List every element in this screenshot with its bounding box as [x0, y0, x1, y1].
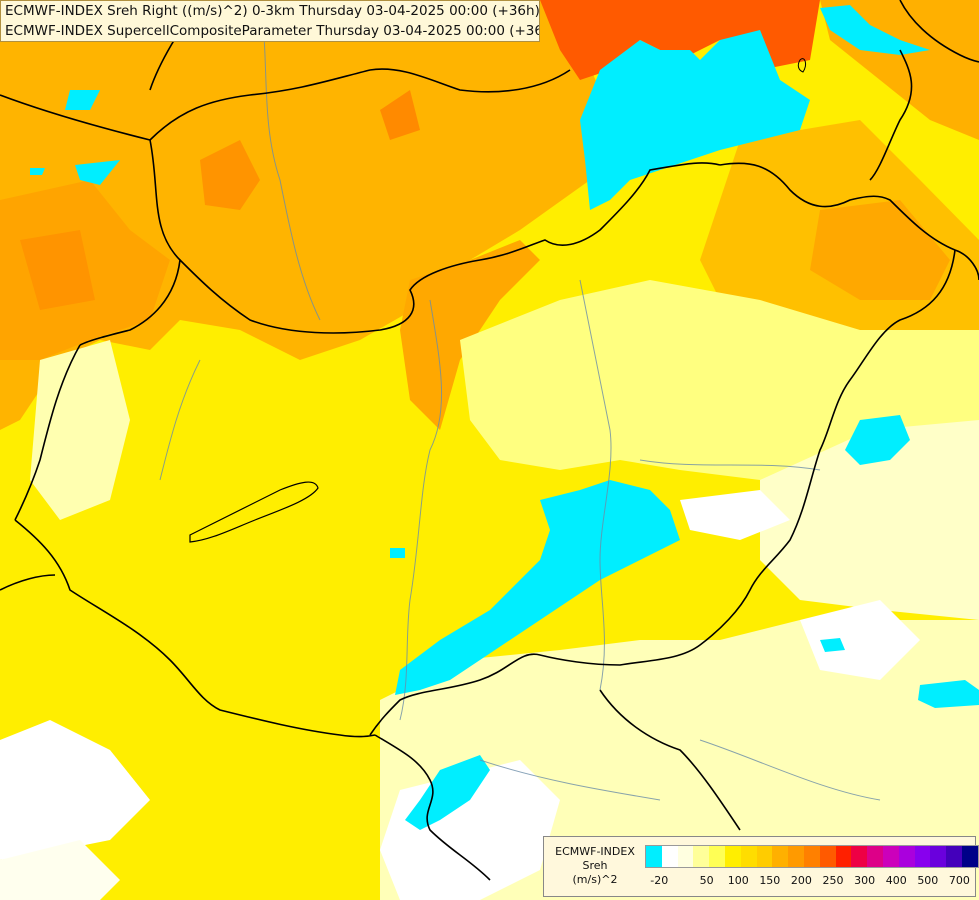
field-paleyellow-west: [30, 340, 130, 520]
field-cyan-small2: [820, 638, 845, 652]
legend-tick-label: 100: [727, 874, 749, 887]
legend-ticks: -20 50 100 150 200 250 300 400 500 700: [645, 874, 971, 890]
title-line-1: ECMWF-INDEX Sreh Right ((m/s)^2) 0-3km T…: [5, 3, 540, 19]
legend-tick-label: 250: [822, 874, 844, 887]
legend-swatch: [930, 846, 947, 867]
field-cyan-nw2: [75, 160, 120, 185]
country-borders: [0, 0, 979, 881]
legend-swatch: [835, 846, 852, 867]
legend-title: ECMWF-INDEX Sreh (m/s)^2: [546, 845, 644, 887]
legend: ECMWF-INDEX Sreh (m/s)^2 -20 50 100 150 200 2…: [543, 836, 979, 897]
legend-tick-label: 500: [917, 874, 939, 887]
field-cyan-se: [918, 680, 979, 708]
legend-tick-label: 700: [948, 874, 970, 887]
field-orange-nw: [0, 0, 600, 430]
legend-swatch: [851, 846, 868, 867]
legend-tick-label: 200: [790, 874, 812, 887]
legend-swatch: [867, 846, 883, 867]
title-line-2: ECMWF-INDEX SupercellCompositeParameter …: [5, 23, 540, 39]
legend-swatch: [946, 846, 962, 867]
legend-swatch: [756, 846, 773, 867]
lake-balaton: [189, 481, 319, 543]
field-white-east: [680, 490, 790, 540]
field-cyan-small1: [390, 548, 405, 558]
field-cyan-north: [580, 30, 810, 210]
legend-swatch: [914, 846, 931, 867]
legend-swatch: [709, 846, 725, 867]
field-cyan-south: [405, 755, 490, 830]
legend-unit: (m/s)^2: [572, 873, 618, 886]
legend-swatch: [803, 846, 820, 867]
legend-swatch: [740, 846, 757, 867]
field-cyan-east: [845, 415, 910, 465]
lake-small-ne: [797, 58, 807, 73]
field-darkorange-blob2: [20, 230, 95, 310]
map-title-box: ECMWF-INDEX Sreh Right ((m/s)^2) 0-3km T…: [0, 0, 540, 42]
field-cyan-nw1: [65, 90, 100, 110]
legend-tick-label: -20: [650, 874, 669, 887]
legend-swatch: [961, 846, 978, 867]
legend-tick-label: 300: [854, 874, 876, 887]
legend-swatch: [898, 846, 915, 867]
legend-variable: Sreh: [582, 859, 608, 872]
legend-swatches: [645, 845, 979, 868]
field-cyan-center: [395, 480, 680, 695]
field-darkorange-north: [380, 90, 420, 140]
legend-swatch: [819, 846, 836, 867]
legend-tick-label: 50: [699, 874, 714, 887]
field-white-east2: [800, 600, 920, 680]
legend-swatch: [677, 846, 694, 867]
legend-swatch: [646, 846, 662, 867]
field-cyan-nw3: [30, 168, 45, 175]
field-darkorange-blob1: [200, 140, 260, 210]
legend-tick-label: 150: [759, 874, 781, 887]
field-cyan-ne: [820, 5, 930, 55]
legend-swatch: [661, 846, 678, 867]
field-orange-east2: [810, 200, 950, 300]
legend-swatch: [882, 846, 899, 867]
legend-swatch: [724, 846, 741, 867]
legend-swatch: [693, 846, 710, 867]
legend-tick-label: 400: [885, 874, 907, 887]
legend-model: ECMWF-INDEX: [555, 845, 635, 858]
rivers: [159, 0, 881, 801]
field-white-sw2: [0, 840, 120, 900]
field-white-southwest: [0, 720, 150, 860]
legend-swatch: [788, 846, 804, 867]
field-orange-mid: [400, 240, 540, 430]
legend-swatch: [772, 846, 789, 867]
